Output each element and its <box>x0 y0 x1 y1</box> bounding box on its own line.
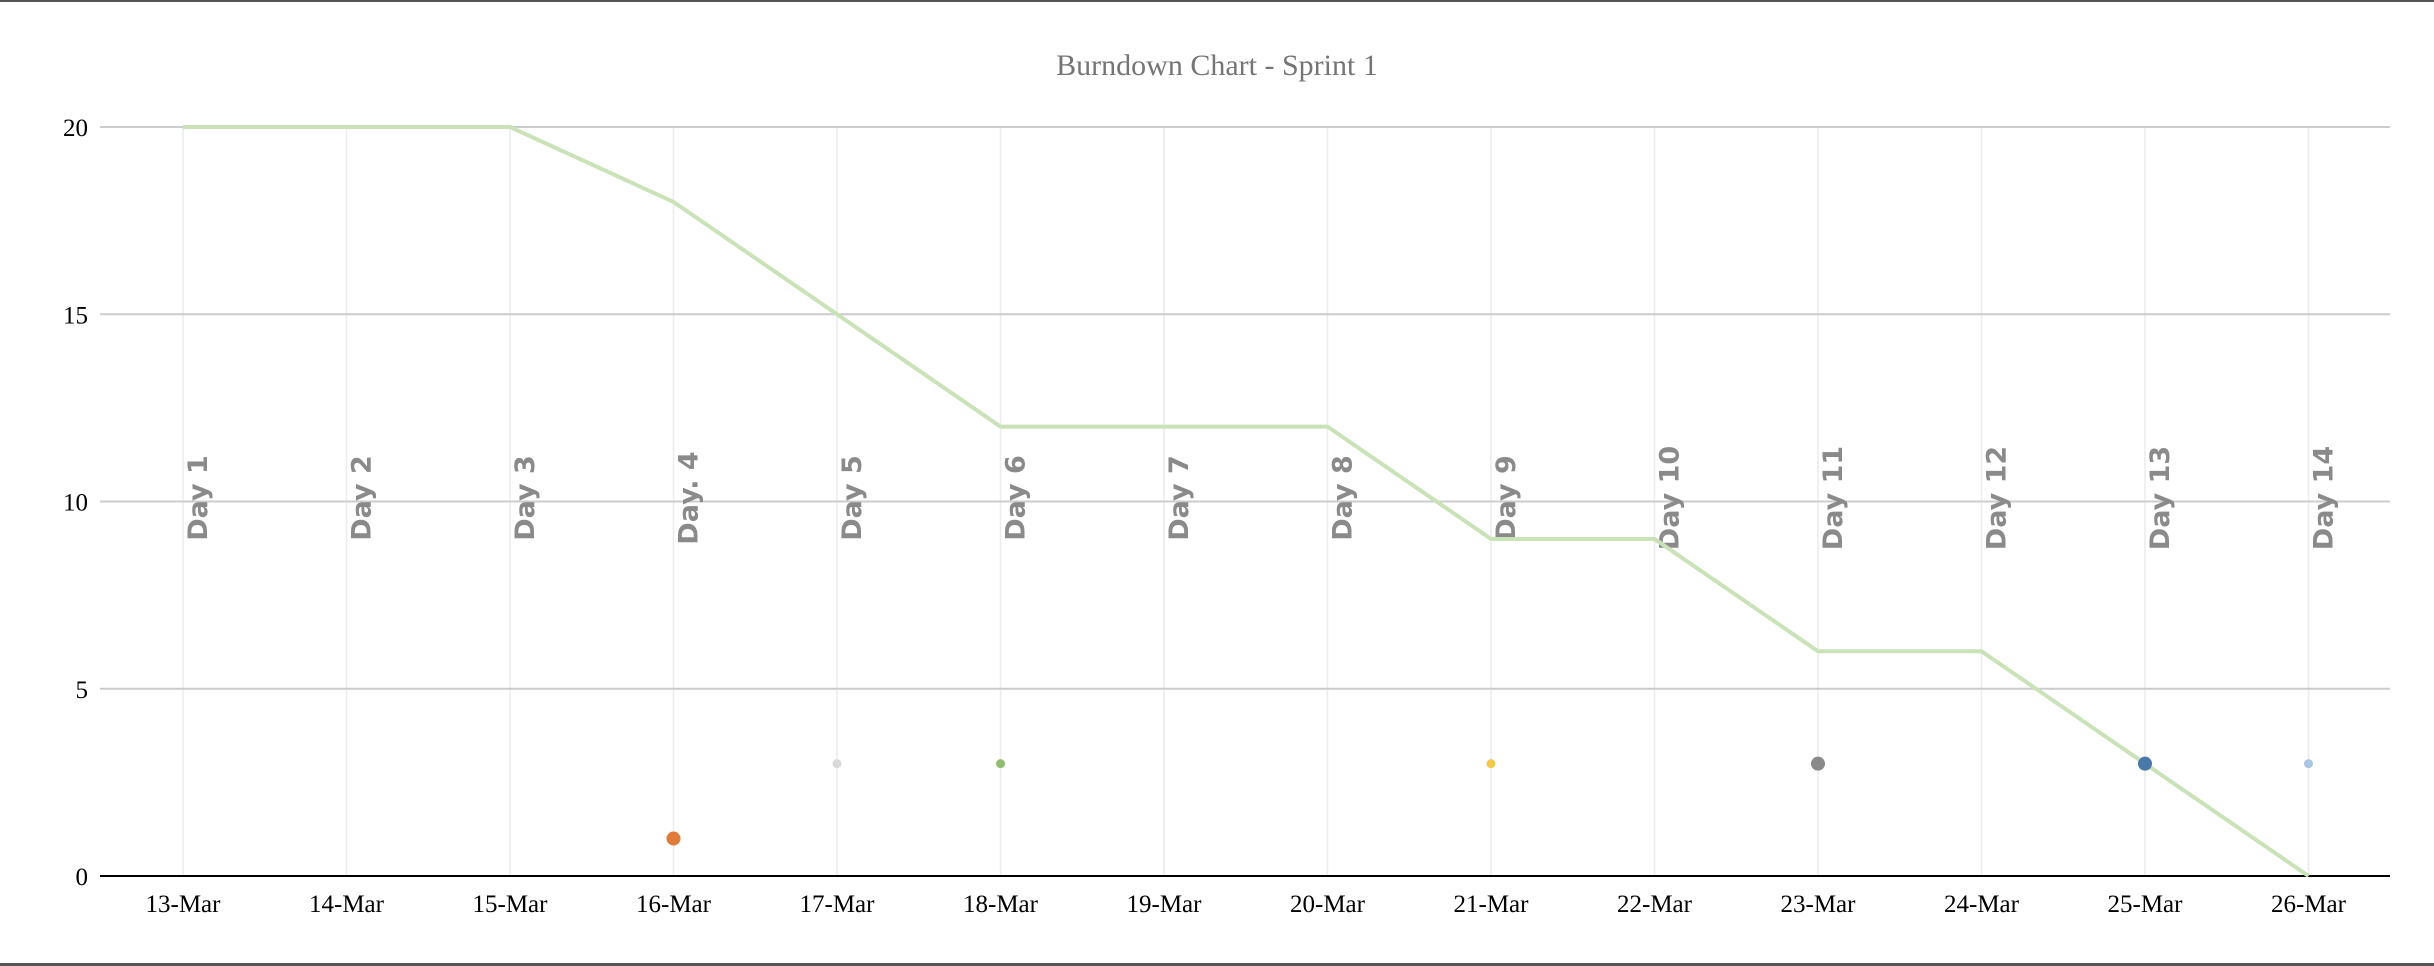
data-point-marker <box>996 759 1005 769</box>
burndown-line <box>183 125 2310 878</box>
day-label: Day 8 <box>1328 455 1359 541</box>
day-label: Day 9 <box>1491 455 1522 541</box>
horizontal-gridlines <box>100 126 2390 690</box>
day-label: Day 3 <box>510 455 541 541</box>
day-label: Day 14 <box>2309 446 2340 550</box>
data-point-marker <box>1486 759 1496 769</box>
x-tick-label: 20-Mar <box>1290 891 1366 918</box>
x-tick-label: 14-Mar <box>309 891 385 918</box>
x-tick-label: 19-Mar <box>1127 891 1203 918</box>
day-label: Day 11 <box>1818 446 1849 550</box>
series-layer <box>183 125 2310 878</box>
day-label: Day 12 <box>1982 446 2013 550</box>
x-tick-label: 15-Mar <box>473 891 549 918</box>
day-labels: Day 1 Day 2 Day 3 Day. 4 Day 5 Day 6 Day 7 Day … <box>183 446 2340 550</box>
data-point-marker <box>1811 756 1825 771</box>
day-label: Day. 4 <box>674 451 705 544</box>
marker-layer <box>666 756 2313 846</box>
day-label: Day 2 <box>347 455 378 541</box>
y-tick-label: 10 <box>63 490 88 517</box>
data-point-marker <box>666 831 681 846</box>
x-tick-label: 23-Mar <box>1781 891 1857 918</box>
y-tick-label: 20 <box>63 115 88 142</box>
data-point-marker <box>2138 756 2152 771</box>
x-tick-label: 21-Mar <box>1454 891 1530 918</box>
x-axis-ticks: 13-Mar 14-Mar 15-Mar 16-Mar 17-Mar 18-Mar 19-M… <box>146 891 2347 918</box>
data-point-marker <box>832 759 842 769</box>
x-tick-label: 24-Mar <box>1944 891 2020 918</box>
day-label: Day 6 <box>1001 455 1032 541</box>
y-tick-label: 15 <box>63 302 88 329</box>
x-tick-label: 13-Mar <box>146 891 222 918</box>
x-tick-label: 26-Mar <box>2271 891 2347 918</box>
data-point-marker <box>2304 759 2313 769</box>
day-label: Day 7 <box>1164 455 1195 541</box>
top-border <box>0 0 2434 2</box>
day-label: Day 5 <box>837 455 868 541</box>
chart-title: Burndown Chart - Sprint 1 <box>1056 49 1378 82</box>
y-tick-label: 5 <box>76 677 89 704</box>
x-tick-label: 25-Mar <box>2108 891 2184 918</box>
y-axis-ticks: 0 5 10 15 20 <box>63 115 88 891</box>
x-tick-label: 22-Mar <box>1617 891 1693 918</box>
x-tick-label: 16-Mar <box>636 891 712 918</box>
x-tick-label: 17-Mar <box>800 891 876 918</box>
bottom-border <box>0 963 2434 966</box>
y-tick-label: 0 <box>76 864 89 891</box>
day-label: Day 1 <box>183 455 214 541</box>
day-label: Day 13 <box>2145 446 2176 550</box>
day-label: Day 10 <box>1655 446 1686 550</box>
x-tick-label: 18-Mar <box>963 891 1039 918</box>
